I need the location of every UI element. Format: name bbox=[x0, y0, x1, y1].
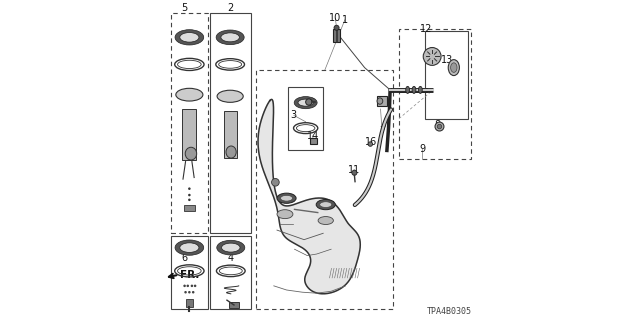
Ellipse shape bbox=[277, 210, 293, 219]
Text: FR.: FR. bbox=[180, 270, 200, 280]
Bar bbox=[210, 236, 252, 309]
Circle shape bbox=[368, 142, 372, 146]
Text: 15: 15 bbox=[303, 98, 316, 108]
Ellipse shape bbox=[185, 147, 196, 160]
Bar bbox=[310, 138, 317, 144]
Ellipse shape bbox=[316, 199, 335, 210]
Circle shape bbox=[188, 194, 191, 196]
Bar bbox=[256, 70, 394, 309]
Circle shape bbox=[186, 284, 189, 287]
Circle shape bbox=[184, 291, 187, 293]
Ellipse shape bbox=[294, 97, 317, 109]
Text: 3: 3 bbox=[291, 110, 297, 120]
Ellipse shape bbox=[221, 243, 240, 252]
Bar bbox=[186, 299, 193, 307]
Text: 4: 4 bbox=[227, 253, 233, 263]
Ellipse shape bbox=[217, 90, 243, 102]
Bar bbox=[399, 29, 471, 159]
Ellipse shape bbox=[216, 30, 244, 45]
Text: 10: 10 bbox=[329, 13, 341, 23]
Text: TPA4B0305: TPA4B0305 bbox=[426, 307, 471, 316]
Circle shape bbox=[192, 291, 195, 293]
Text: 16: 16 bbox=[365, 138, 377, 148]
Bar bbox=[171, 236, 208, 309]
Circle shape bbox=[194, 284, 196, 287]
Circle shape bbox=[423, 48, 441, 65]
Ellipse shape bbox=[419, 86, 422, 93]
Ellipse shape bbox=[448, 60, 460, 76]
Ellipse shape bbox=[221, 33, 239, 42]
Text: 8: 8 bbox=[435, 120, 441, 130]
Text: 9: 9 bbox=[419, 144, 425, 154]
FancyBboxPatch shape bbox=[182, 109, 196, 160]
Text: 13: 13 bbox=[442, 55, 454, 65]
Bar bbox=[210, 13, 252, 233]
Circle shape bbox=[437, 124, 442, 129]
Circle shape bbox=[188, 188, 191, 190]
Ellipse shape bbox=[226, 146, 236, 158]
Bar bbox=[378, 96, 387, 106]
Ellipse shape bbox=[175, 30, 204, 45]
Ellipse shape bbox=[277, 193, 296, 203]
Bar bbox=[333, 29, 340, 42]
Ellipse shape bbox=[176, 88, 203, 101]
Bar bbox=[288, 87, 323, 150]
Bar bbox=[424, 31, 468, 119]
Ellipse shape bbox=[180, 33, 199, 42]
Ellipse shape bbox=[320, 202, 332, 207]
Text: 6: 6 bbox=[181, 253, 187, 263]
Circle shape bbox=[191, 284, 193, 287]
Circle shape bbox=[306, 99, 312, 105]
Ellipse shape bbox=[217, 240, 245, 255]
Text: 14: 14 bbox=[307, 131, 319, 141]
Circle shape bbox=[435, 122, 444, 131]
Circle shape bbox=[271, 179, 279, 186]
Ellipse shape bbox=[406, 86, 410, 93]
FancyBboxPatch shape bbox=[224, 111, 237, 158]
Circle shape bbox=[352, 170, 357, 175]
Text: 5: 5 bbox=[181, 3, 187, 13]
Text: 2: 2 bbox=[227, 3, 233, 13]
Ellipse shape bbox=[280, 196, 292, 201]
Bar bbox=[171, 13, 208, 233]
Bar bbox=[229, 302, 239, 308]
Circle shape bbox=[188, 198, 191, 201]
Ellipse shape bbox=[412, 86, 416, 93]
Ellipse shape bbox=[180, 243, 199, 252]
Text: 12: 12 bbox=[420, 24, 432, 34]
Circle shape bbox=[334, 25, 339, 30]
Bar bbox=[184, 204, 195, 211]
Text: 1: 1 bbox=[342, 15, 348, 25]
Ellipse shape bbox=[451, 63, 457, 72]
Circle shape bbox=[188, 291, 191, 293]
Ellipse shape bbox=[298, 99, 314, 106]
Circle shape bbox=[183, 284, 186, 287]
Polygon shape bbox=[258, 100, 360, 294]
Text: 7: 7 bbox=[379, 126, 385, 136]
Text: 11: 11 bbox=[348, 164, 360, 174]
Ellipse shape bbox=[318, 217, 333, 225]
Ellipse shape bbox=[175, 240, 204, 255]
Ellipse shape bbox=[377, 98, 383, 104]
